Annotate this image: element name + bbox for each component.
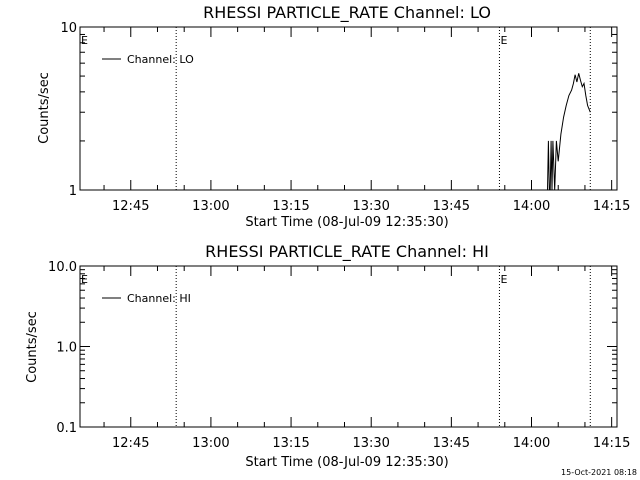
dotted-lines (175, 266, 591, 427)
x-tick-label: 14:00 (513, 436, 550, 451)
chart-title: RHESSI PARTICLE_RATE Channel: LO (203, 3, 491, 23)
event-marker: E (81, 273, 88, 286)
y-tick-label: 10 (60, 21, 77, 36)
event-marker: E (500, 34, 507, 47)
x-tick-label: 13:30 (352, 199, 389, 214)
panel-hi: RHESSI PARTICLE_RATE Channel: HI 12:45 13… (25, 242, 630, 470)
legend-label: Channel: HI (127, 292, 191, 305)
x-tick-label: 13:00 (192, 199, 229, 214)
legend-label: Channel: LO (127, 53, 194, 66)
x-tick-label: 13:30 (352, 436, 389, 451)
series-line (547, 73, 591, 191)
x-tick-label: 14:00 (513, 199, 550, 214)
x-tick-label: 12:45 (112, 199, 149, 214)
y-tick-label: 10.0 (48, 260, 77, 275)
y-ticks: 1 10 (60, 21, 617, 199)
y-tick-label: 1 (69, 184, 77, 199)
x-tick-label: 13:15 (272, 436, 309, 451)
x-tick-label: 13:45 (433, 436, 470, 451)
event-marker: E (81, 34, 88, 47)
panel-lo: RHESSI PARTICLE_RATE Channel: LO 12:45 13… (37, 3, 630, 230)
x-ticks: 12:45 13:00 13:15 13:30 13:45 14:00 14:15 (103, 266, 630, 451)
dotted-lines (175, 27, 591, 190)
x-tick-label: 13:45 (433, 199, 470, 214)
x-tick-label: 14:15 (593, 436, 630, 451)
x-axis-label: Start Time (08-Jul-09 12:35:30) (245, 215, 448, 230)
plot-frame (79, 265, 618, 428)
y-ticks: 0.1 1.0 10.0 (48, 260, 617, 436)
y-tick-label: 1.0 (56, 341, 77, 356)
x-tick-label: 12:45 (112, 436, 149, 451)
x-tick-label: 13:15 (272, 199, 309, 214)
series-lines (547, 73, 591, 191)
x-tick-label: 13:00 (192, 436, 229, 451)
x-axis-label: Start Time (08-Jul-09 12:35:30) (245, 455, 448, 470)
x-tick-label: 14:15 (593, 199, 630, 214)
event-marker: E (500, 273, 507, 286)
y-axis-label: Counts/sec (37, 72, 52, 144)
plot-frame (79, 26, 618, 191)
chart-title: RHESSI PARTICLE_RATE Channel: HI (205, 242, 489, 262)
y-tick-label: 0.1 (56, 421, 77, 436)
x-ticks: 12:45 13:00 13:15 13:30 13:45 14:00 14:15 (103, 27, 630, 214)
y-axis-label: Counts/sec (25, 311, 40, 383)
footer-timestamp: 15-Oct-2021 08:18 (561, 468, 637, 477)
